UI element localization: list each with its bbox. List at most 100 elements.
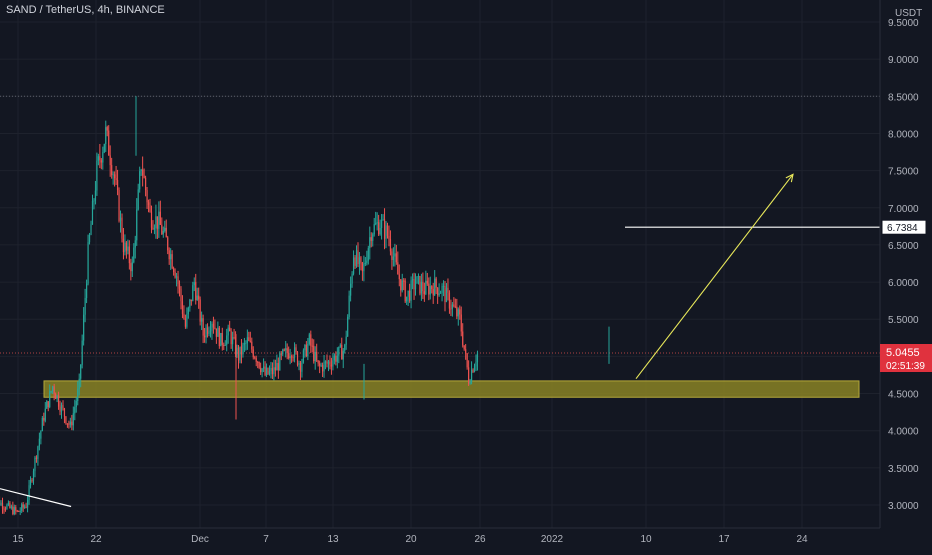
candle-body	[334, 356, 335, 361]
candle-body	[46, 401, 47, 408]
candle-body	[23, 504, 24, 507]
candle-body	[124, 243, 125, 253]
candle-body	[329, 362, 330, 365]
candle-body	[394, 253, 395, 256]
price-tick-label: 9.0000	[888, 55, 919, 66]
candle-body	[120, 218, 121, 221]
candle-body	[219, 328, 220, 346]
candle-body	[447, 288, 448, 293]
candle-body	[241, 347, 242, 355]
candle-body	[332, 360, 333, 366]
candle-body	[385, 225, 386, 238]
time-tick-label: 13	[327, 534, 339, 545]
candle-body	[360, 257, 361, 262]
trendline[interactable]	[0, 489, 71, 507]
candle-body	[239, 347, 240, 361]
candle-body	[449, 293, 450, 309]
symbol-title[interactable]: SAND / TetherUS, 4h, BINANCE	[6, 4, 165, 16]
candle-body	[430, 286, 431, 294]
candle-body	[121, 218, 122, 239]
candle-body	[425, 281, 426, 294]
candle-body	[144, 176, 145, 178]
candle-body	[192, 285, 193, 301]
candle-body	[223, 345, 224, 346]
drawings[interactable]	[0, 174, 880, 506]
candle-body	[208, 331, 209, 333]
candle-body	[173, 268, 174, 272]
candle-body	[399, 274, 400, 279]
candle-body	[259, 362, 260, 368]
candle-body	[98, 156, 99, 160]
candle-body	[304, 345, 305, 350]
candle-body	[263, 367, 264, 369]
candle-body	[424, 291, 425, 294]
candle-body	[176, 276, 177, 277]
candle-body	[85, 298, 86, 315]
candle-body	[281, 354, 282, 355]
candle-body	[350, 284, 351, 296]
candle-body	[207, 328, 208, 334]
candle-body	[132, 262, 133, 271]
candle-body	[384, 219, 385, 239]
candle-body	[439, 293, 440, 295]
support-zone[interactable]	[44, 381, 859, 397]
candle-body	[174, 272, 175, 278]
candle-body	[275, 367, 276, 370]
price-tick-label: 9.5000	[888, 18, 919, 29]
candle-body	[341, 345, 342, 360]
candle-body	[236, 348, 237, 355]
candle-body	[422, 282, 423, 291]
candle-body	[419, 276, 420, 293]
candle-body	[34, 458, 35, 471]
candle-body	[68, 423, 69, 424]
candle-body	[104, 144, 105, 152]
candle-body	[406, 297, 407, 302]
candle-body	[183, 314, 184, 319]
candle-body	[377, 222, 378, 223]
candle-body	[381, 220, 382, 228]
candle-body	[186, 314, 187, 327]
candle-body	[322, 365, 323, 371]
candle-body	[200, 299, 201, 321]
candle-body	[273, 367, 274, 374]
candle-body	[164, 228, 165, 231]
candle-body	[213, 324, 214, 328]
candle-body	[157, 216, 158, 228]
candle-body	[195, 282, 196, 300]
candle-body	[388, 236, 389, 239]
price-axis[interactable]: 3.00003.50004.00004.50005.00005.50006.00…	[880, 0, 932, 550]
candle-body	[413, 279, 414, 289]
candle-body	[421, 282, 422, 294]
candle-body	[73, 413, 74, 425]
candle-body	[269, 371, 270, 374]
candle-body	[474, 366, 475, 372]
candle-body	[17, 511, 18, 512]
candle-body	[15, 507, 16, 511]
candle-body	[225, 345, 226, 346]
candle-body	[59, 407, 60, 412]
candle-body	[477, 352, 478, 362]
candle-body	[400, 279, 401, 290]
candle-body	[205, 328, 206, 338]
candle-body	[114, 174, 115, 178]
candle-body	[204, 336, 205, 338]
candle-body	[343, 351, 344, 360]
candle-body	[285, 348, 286, 350]
candle-body	[309, 334, 310, 344]
support-zone-layer[interactable]	[44, 381, 859, 397]
candle-body	[444, 286, 445, 302]
candle-body	[52, 386, 53, 391]
candle-body	[391, 251, 392, 260]
candle-body	[65, 417, 66, 424]
candle-body	[459, 309, 460, 314]
target-arrow[interactable]	[636, 174, 793, 378]
price-tick-label: 4.5000	[888, 390, 919, 401]
candle-body	[396, 253, 397, 262]
candle-body	[96, 161, 97, 191]
candle-body	[318, 360, 319, 363]
candle-body	[242, 345, 243, 355]
candle-body	[440, 293, 441, 294]
